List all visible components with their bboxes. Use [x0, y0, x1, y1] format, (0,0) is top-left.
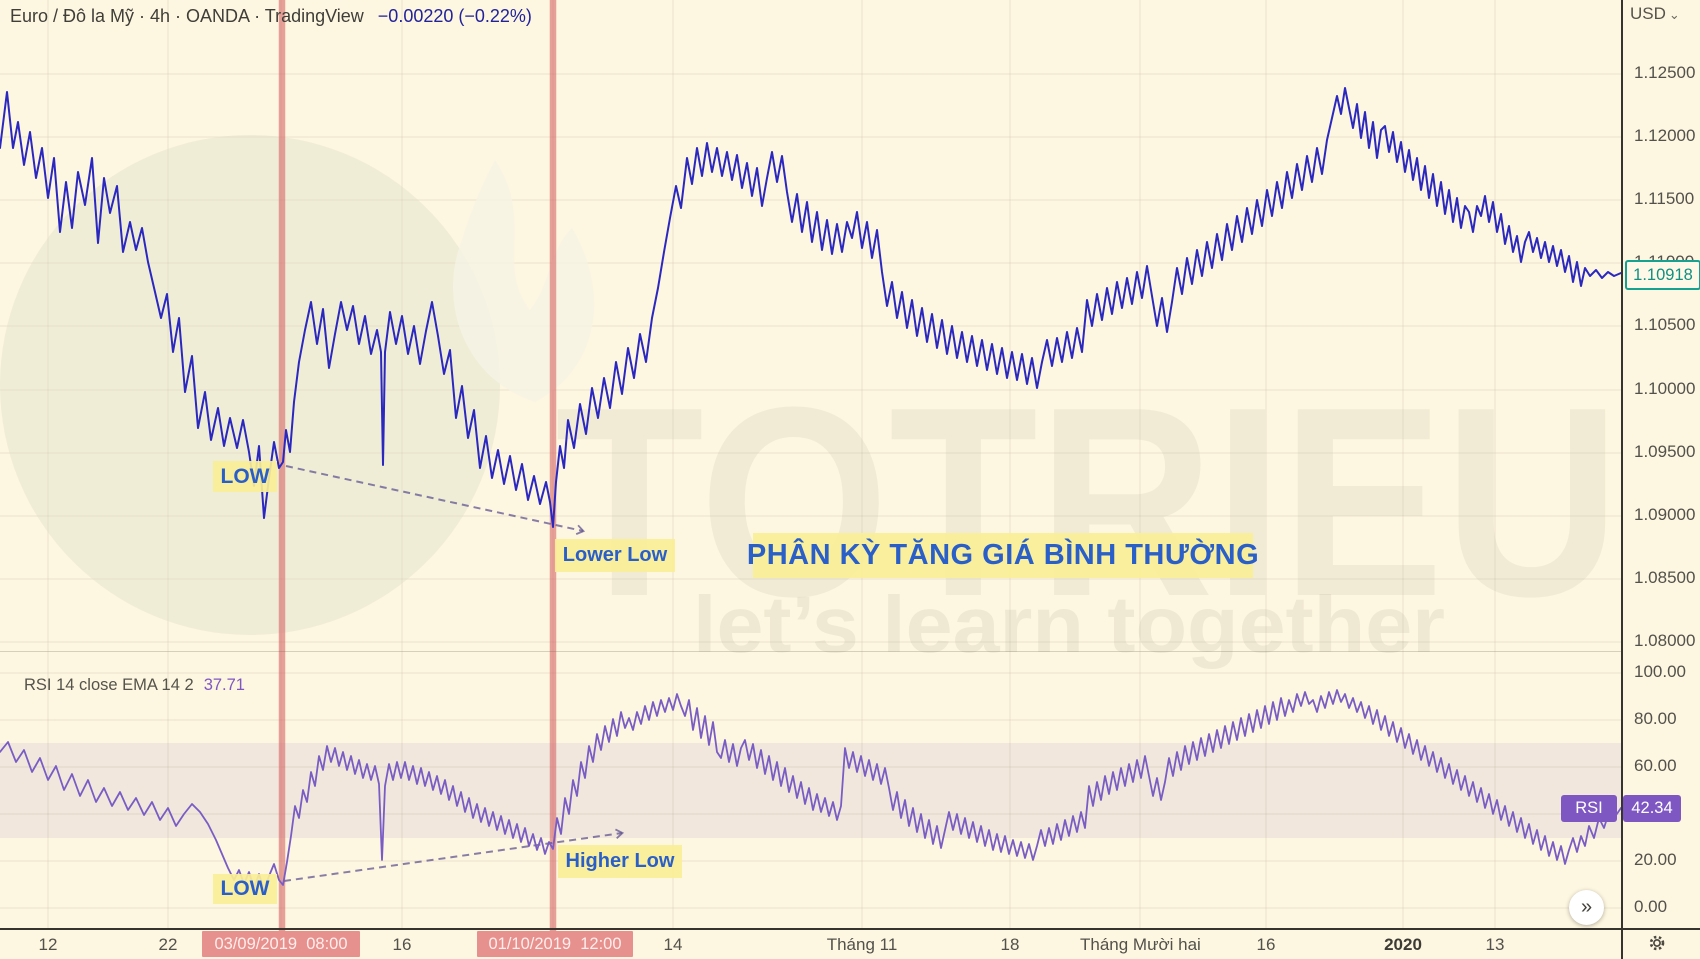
price-tick-label: 1.11500 — [1634, 189, 1695, 208]
price-tick-label: 1.12500 — [1634, 63, 1696, 82]
watermark-brand: TOTRIEU — [555, 352, 1620, 653]
time-axis-border — [0, 928, 1700, 930]
time-tick-label: 16 — [1256, 935, 1276, 954]
rsi-ema-value: 37.71 — [203, 676, 245, 694]
time-tick-label: 2020 — [1384, 935, 1422, 954]
rsi-legend-title: RSI 14 close EMA 14 2 — [24, 676, 194, 694]
rsi-tick-label: 0.00 — [1634, 897, 1668, 916]
annotation-low-price[interactable]: LOW — [213, 461, 277, 492]
vline-date-badge[interactable]: 01/10/2019 12:00 — [477, 931, 633, 957]
price-tick-label: 1.09500 — [1634, 442, 1696, 461]
price-tick-label: 1.08000 — [1634, 631, 1696, 650]
symbol-title[interactable]: Euro / Đô la Mỹ · 4h · OANDA · TradingVi… — [10, 6, 364, 26]
price-divergence-trendline[interactable] — [285, 465, 586, 535]
currency-label: USD — [1630, 4, 1666, 23]
rsi-tick-label: 80.00 — [1634, 709, 1677, 728]
last-price-value: 1.10918 — [1633, 265, 1693, 284]
watermark-logo-circle — [0, 135, 500, 635]
watermark-tagline: let’s learn together — [693, 580, 1445, 669]
time-tick-label: 18 — [1000, 935, 1020, 954]
time-tick-label: 13 — [1485, 935, 1505, 954]
symbol-header[interactable]: Euro / Đô la Mỹ · 4h · OANDA · TradingVi… — [10, 6, 532, 27]
price-tick-label: 1.10500 — [1634, 315, 1696, 334]
vline-date-badge[interactable]: 03/09/2019 08:00 — [202, 931, 360, 957]
time-tick-label: Tháng Mười hai — [1080, 935, 1201, 954]
time-tick-label: 22 — [158, 935, 178, 954]
price-axis-border — [1621, 0, 1623, 959]
rsi-name: RSI — [1575, 799, 1603, 817]
rsi-value-badge: 42.34 — [1623, 795, 1681, 822]
time-tick-label: 12 — [38, 935, 58, 954]
time-tick-label: 16 — [392, 935, 412, 954]
time-axis-settings[interactable] — [1648, 934, 1666, 957]
annotation-higher-low[interactable]: Higher Low — [558, 845, 682, 878]
pane-divider[interactable] — [0, 651, 1621, 652]
rsi-divergence-trendline[interactable] — [283, 828, 625, 882]
rsi-indicator-legend[interactable]: RSI 14 close EMA 14 2 37.71 — [24, 676, 245, 695]
gear-icon — [1649, 935, 1665, 951]
rsi-tick-label: 100.00 — [1634, 662, 1686, 681]
double-chevron-right-icon: » — [1580, 896, 1593, 918]
annotation-divergence-title[interactable]: PHÂN KỲ TĂNG GIÁ BÌNH THƯỜNG — [747, 533, 1259, 578]
annotation-low-rsi[interactable]: LOW — [213, 874, 277, 904]
price-tick-label: 1.08500 — [1634, 568, 1696, 587]
currency-selector[interactable]: USD ⌄ — [1630, 4, 1680, 24]
rsi-tick-label: 60.00 — [1634, 756, 1677, 775]
last-price-badge: 1.10918 — [1625, 260, 1700, 290]
price-tick-label: 1.10000 — [1634, 379, 1696, 398]
time-tick-label: 14 — [663, 935, 683, 954]
price-tick-label: 1.09000 — [1634, 505, 1696, 524]
rsi-value: 42.34 — [1631, 799, 1673, 817]
annotation-lower-low[interactable]: Lower Low — [555, 539, 675, 572]
rsi-tick-label: 20.00 — [1634, 850, 1677, 869]
rsi-name-badge: RSI — [1561, 795, 1617, 822]
collapse-pane-button[interactable]: » — [1569, 890, 1604, 925]
rsi-band-30-70 — [0, 743, 1621, 838]
price-change: −0.00220 (−0.22%) — [377, 6, 532, 26]
price-tick-label: 1.12000 — [1634, 126, 1696, 145]
chevron-down-icon: ⌄ — [1668, 7, 1680, 22]
price-line-series[interactable] — [0, 87, 1622, 528]
rsi-line-series[interactable] — [0, 689, 1622, 891]
watermark-flame-icon — [453, 160, 595, 402]
time-tick-label: Tháng 11 — [826, 935, 898, 954]
